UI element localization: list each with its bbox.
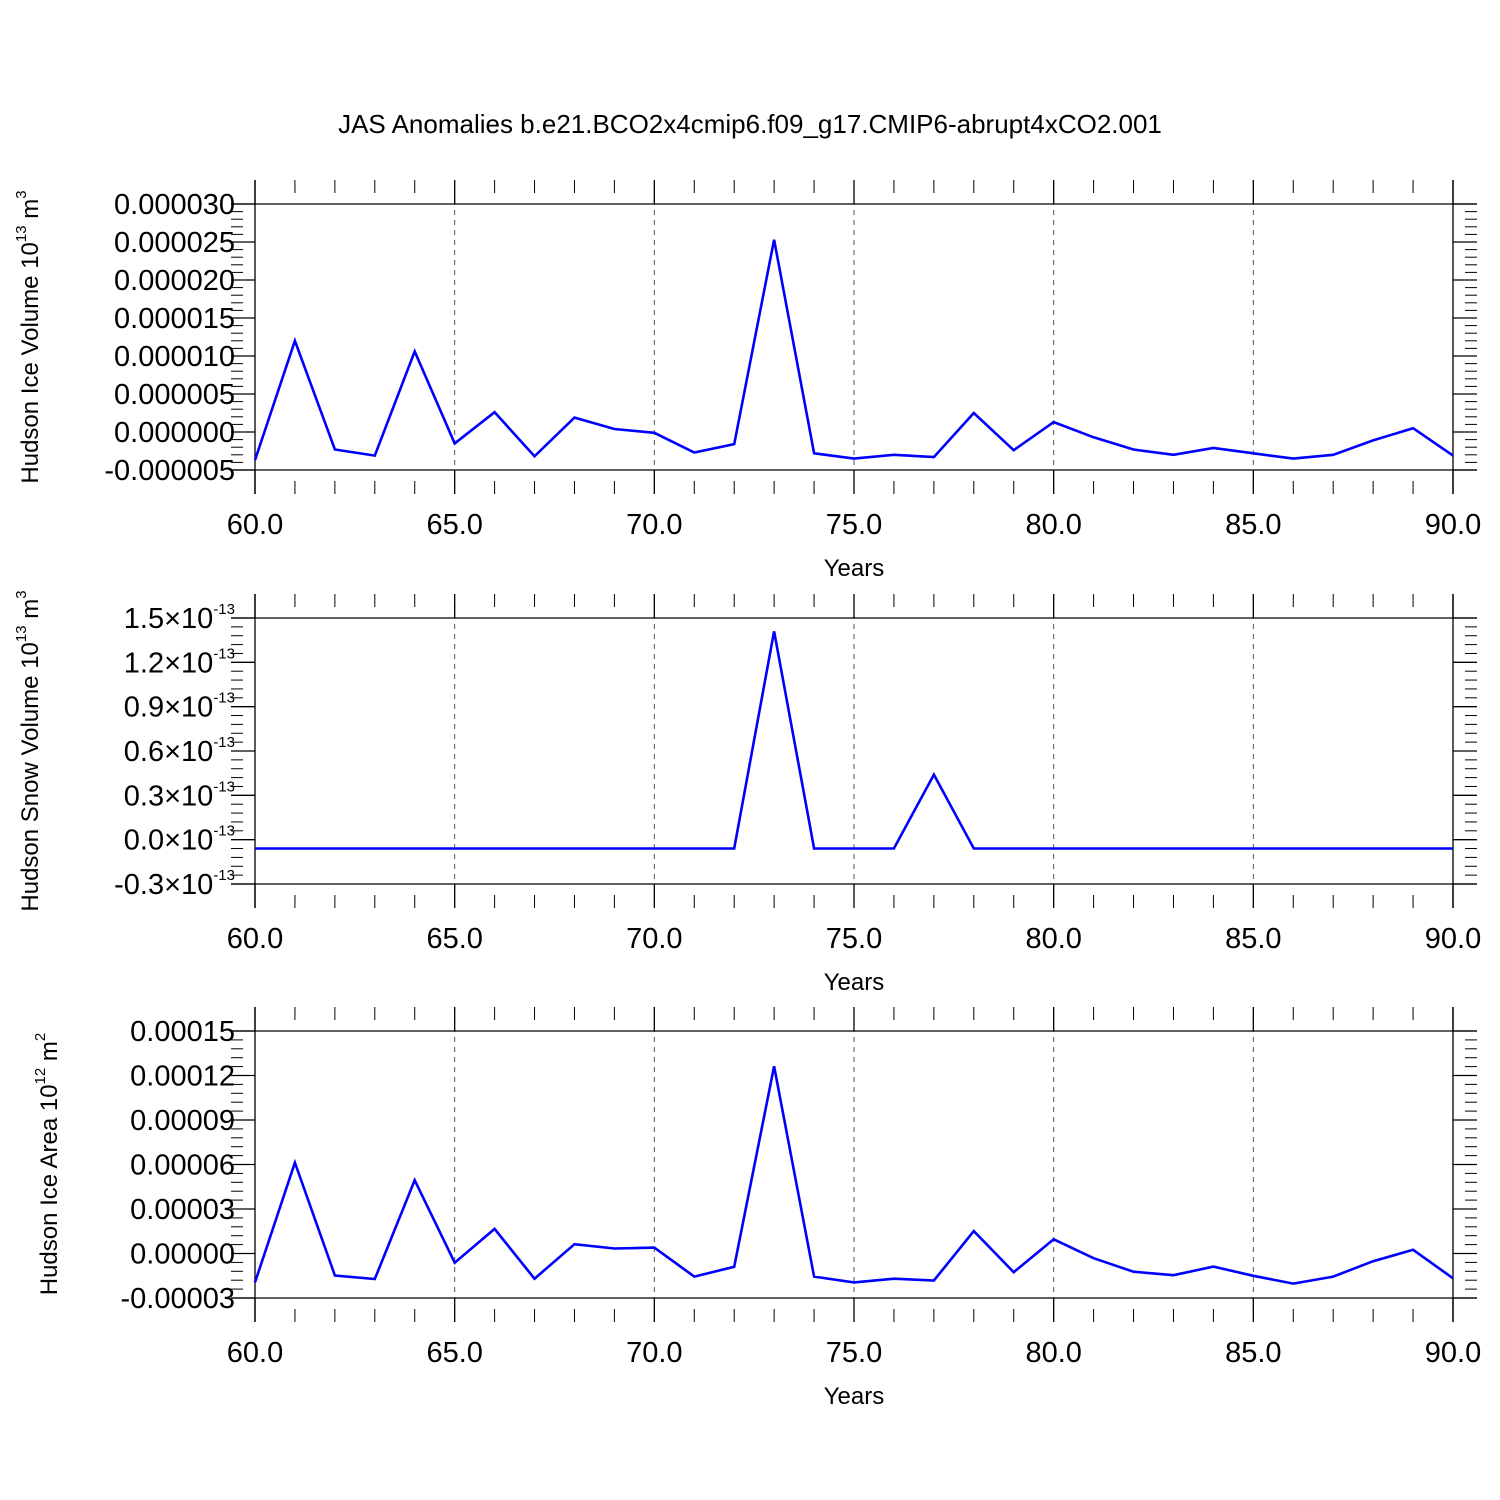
- x-tick-label: 90.0: [1425, 509, 1481, 541]
- y-tick-label: 1.2×10-13: [124, 645, 235, 679]
- y-axis-title: Hudson Snow Volume 1013 m3: [13, 590, 44, 911]
- x-tick-label: 70.0: [626, 1337, 682, 1369]
- y-tick-label: 0.6×10-13: [124, 734, 235, 768]
- x-tick-label: 70.0: [626, 923, 682, 955]
- y-tick-label: 0.00000: [130, 1239, 235, 1271]
- x-tick-label: 85.0: [1225, 923, 1281, 955]
- y-tick-label: 0.0×10-13: [124, 823, 235, 857]
- x-tick-label: 60.0: [227, 509, 283, 541]
- y-tick-label: 0.9×10-13: [124, 690, 235, 724]
- x-tick-label: 65.0: [426, 923, 482, 955]
- x-tick-label: 60.0: [227, 1337, 283, 1369]
- y-tick-label: 0.000005: [114, 379, 235, 411]
- y-tick-label: -0.000005: [104, 455, 235, 487]
- x-tick-label: 80.0: [1025, 509, 1081, 541]
- chart-panel-3: 0.00015 0.00012 0.00009 0.00006 0.00003 0.000…: [32, 1007, 1481, 1410]
- y-tick-label: 0.3×10-13: [124, 778, 235, 812]
- y-tick-label: 0.000025: [114, 227, 235, 259]
- x-axis-title: Years: [824, 555, 885, 582]
- series-line: [255, 631, 1453, 850]
- chart-title: JAS Anomalies b.e21.BCO2x4cmip6.f09_g17.…: [338, 109, 1162, 139]
- x-tick-label: 65.0: [426, 1337, 482, 1369]
- x-tick-label: 80.0: [1025, 1337, 1081, 1369]
- x-tick-label: 80.0: [1025, 923, 1081, 955]
- y-tick-label: 0.000020: [114, 265, 235, 297]
- x-tick-label: 60.0: [227, 923, 283, 955]
- x-axis-title: Years: [824, 969, 885, 996]
- x-axis-title: Years: [824, 1383, 885, 1410]
- y-tick-label: 0.00015: [130, 1016, 235, 1048]
- y-axis-title: Hudson Ice Area 1012 m2: [32, 1033, 63, 1296]
- y-tick-label: 1.5×10-13: [124, 601, 235, 635]
- y-tick-label: 0.000000: [114, 417, 235, 449]
- chart-panel-1: 0.000030 0.000025 0.000020 0.000015 0.000010…: [13, 180, 1481, 582]
- y-tick-label: 0.00009: [130, 1105, 235, 1137]
- series-line: [253, 1066, 1454, 1285]
- panels: 0.000030 0.000025 0.000020 0.000015 0.000010…: [13, 180, 1481, 1410]
- chart-panel-2: 1.5×10-13 1.2×10-13 0.9×10-13 0.6×10-13 0.3×…: [13, 590, 1481, 996]
- x-tick-label: 90.0: [1425, 1337, 1481, 1369]
- y-tick-label: 0.00006: [130, 1150, 235, 1182]
- x-tick-label: 75.0: [826, 509, 882, 541]
- x-tick-label: 70.0: [626, 509, 682, 541]
- y-tick-label: 0.000010: [114, 341, 235, 373]
- y-tick-label: -0.3×10-13: [114, 867, 235, 901]
- x-tick-label: 75.0: [826, 923, 882, 955]
- x-tick-label: 85.0: [1225, 1337, 1281, 1369]
- y-tick-label: 0.00003: [130, 1194, 235, 1226]
- y-tick-label: 0.000015: [114, 303, 235, 335]
- x-tick-label: 65.0: [426, 509, 482, 541]
- y-tick-label: 0.000030: [114, 189, 235, 221]
- x-tick-label: 85.0: [1225, 509, 1281, 541]
- y-tick-label: 0.00012: [130, 1061, 235, 1093]
- series-line: [253, 239, 1454, 461]
- y-tick-label: -0.00003: [121, 1283, 236, 1315]
- x-tick-label: 75.0: [826, 1337, 882, 1369]
- y-axis-title: Hudson Ice Volume 1013 m3: [13, 190, 44, 483]
- x-tick-label: 90.0: [1425, 923, 1481, 955]
